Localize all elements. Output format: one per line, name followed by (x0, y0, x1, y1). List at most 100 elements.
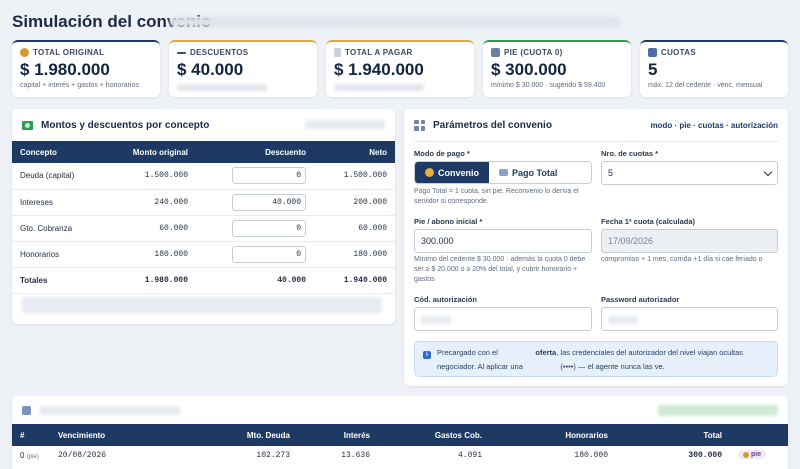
schedule-title-redacted (40, 406, 180, 415)
card-total-original: TOTAL ORIGINAL $ 1.980.000 capital + int… (12, 40, 160, 97)
info-box: i Precargado con el oferta, las credenci… (414, 341, 778, 377)
chevron-down-icon (763, 167, 773, 177)
calendar-icon (648, 48, 657, 57)
document-icon (334, 48, 341, 57)
params-title: Parámetros del convenio (433, 119, 552, 131)
table-row: 0 (pie) 20/08/2026 102.273 13.636 4.091 … (12, 446, 788, 464)
modo-label: Modo de pago * (414, 149, 470, 158)
fecha-field: 17/09/2026 (601, 229, 778, 253)
cell-concepto: Deuda (capital) (12, 163, 108, 190)
card-label: PIE (CUOTA 0) (504, 48, 563, 57)
money-icon (22, 120, 33, 130)
fecha-hint: compromiso + 1 mes, corrida +1 día si ca… (601, 256, 763, 263)
totals-label: Totales (12, 266, 108, 294)
modo-convenio-button[interactable]: Convenio (415, 162, 489, 183)
table-row: Intereses 240.000 200.000 (12, 189, 395, 216)
cell-interes: 13.636 (341, 450, 370, 460)
descuento-input[interactable] (232, 245, 306, 263)
cell-neto: 200.000 (314, 189, 395, 216)
card-sub-redacted (177, 84, 267, 91)
descuento-input[interactable] (232, 193, 306, 211)
info-text: negociador. Al aplicar una (437, 362, 523, 371)
grid-icon (414, 119, 425, 131)
col-vencimiento: Vencimiento (50, 424, 180, 446)
pie-input[interactable] (414, 229, 592, 253)
col-neto: Neto (314, 141, 395, 163)
card-value: 5 (648, 60, 658, 79)
badge-label: pie (751, 451, 762, 459)
cuotas-select[interactable]: 5 (601, 161, 778, 185)
pwd-label: Password autorizador (601, 295, 680, 304)
cell-tag: (pie) (26, 453, 39, 460)
info-icon: i (423, 351, 431, 359)
card-value: $ 1.940.000 (334, 60, 424, 79)
info-text: Precargado con el (437, 348, 498, 357)
pie-hint: Mínimo del cedente $ 30.000 · además la … (414, 256, 586, 283)
card-sub: máx. 12 del cedente · venc. mensual (648, 82, 763, 89)
info-text: (••••) — el agente nunca las ve. (560, 362, 665, 371)
card-label: DESCUENTOS (190, 48, 249, 57)
cell-concepto: Honorarios (12, 241, 108, 268)
descuento-input[interactable] (232, 167, 306, 185)
cell-original: 180.000 (108, 241, 196, 268)
title-redacted (170, 17, 620, 27)
cell-vencimiento: 20/08/2026 (58, 450, 107, 460)
info-line-2: negociador. Al aplicar una (••••) — el a… (437, 360, 769, 374)
cell-neto: 180.000 (314, 241, 395, 268)
col-total: Total (616, 424, 730, 446)
montos-footer-redacted (22, 297, 382, 313)
col-honorarios: Honorarios (490, 424, 616, 446)
modo-hint: Pago Total = 1 cuota, sin pie. Reconveni… (414, 188, 579, 205)
pie-label: Pie / abono inicial * (414, 217, 483, 226)
card-sub: mínimo $ 30.000 · sugerido $ 59.400 (491, 82, 606, 89)
info-line-1: Precargado con el oferta, las credencial… (437, 346, 769, 360)
divider (414, 141, 778, 142)
montos-title: Montos y descuentos por concepto (41, 119, 210, 131)
card-value: $ 300.000 (491, 60, 567, 79)
fecha-label: Fecha 1ª cuota (calculada) (601, 217, 696, 226)
card-value: $ 40.000 (177, 60, 244, 79)
coin-icon (743, 451, 749, 458)
cod-autorizacion-input[interactable] (414, 307, 592, 331)
modo-on-label: Convenio (437, 167, 479, 178)
schedule-table: # Vencimiento Mto. Deuda Interés Gastos … (12, 424, 788, 464)
col-monto-original: Monto original (108, 141, 196, 163)
col-mto-deuda: Mto. Deuda (180, 424, 298, 446)
schedule-panel: # Vencimiento Mto. Deuda Interés Gastos … (12, 396, 788, 469)
card-descuentos: DESCUENTOS $ 40.000 (169, 40, 317, 97)
wallet-icon (491, 48, 500, 57)
totals-descuento: 40.000 (196, 266, 314, 294)
totals-neto: 1.940.000 (314, 266, 395, 294)
cell-original: 240.000 (108, 189, 196, 216)
col-concepto: Concepto (12, 141, 108, 163)
descuento-input[interactable] (232, 219, 306, 237)
card-label: CUOTAS (661, 48, 696, 57)
table-row: Deuda (capital) 1.500.000 1.500.000 (12, 163, 395, 190)
montos-table: Concepto Monto original Descuento Neto D… (12, 141, 395, 294)
info-text: , las credenciales del autorizador del n… (556, 348, 744, 357)
schedule-status-redacted (658, 405, 778, 416)
params-legend: modo · pie · cuotas · autorización (650, 120, 778, 130)
modo-toggle: Convenio Pago Total (414, 161, 592, 184)
password-input[interactable] (601, 307, 778, 331)
modo-off-label: Pago Total (512, 167, 558, 178)
cod-label: Cód. autorización (414, 295, 477, 304)
money-bag-icon (20, 48, 29, 57)
cell-concepto: Intereses (12, 189, 108, 216)
card-pie: PIE (CUOTA 0) $ 300.000 mínimo $ 30.000 … (483, 40, 631, 97)
cuotas-label: Nro. de cuotas * (601, 149, 659, 158)
pwd-redacted (608, 316, 638, 324)
cell-num: 0 (20, 450, 25, 460)
col-num: # (12, 424, 50, 446)
page-title: Simulación del convenio (12, 12, 212, 31)
modo-pago-total-button[interactable]: Pago Total (489, 162, 591, 183)
card-sub: capital + interés + gastos + honorarios (20, 82, 139, 89)
col-badge (730, 424, 788, 446)
table-row: Gto. Cobranza 60.000 60.000 (12, 215, 395, 242)
card-label: TOTAL A PAGAR (345, 48, 413, 57)
cell-deuda: 102.273 (256, 450, 290, 460)
col-gastos: Gastos Cob. (378, 424, 490, 446)
card-cuotas: CUOTAS 5 máx. 12 del cedente · venc. men… (640, 40, 788, 97)
cell-neto: 1.500.000 (314, 163, 395, 190)
cell-neto: 60.000 (314, 215, 395, 242)
